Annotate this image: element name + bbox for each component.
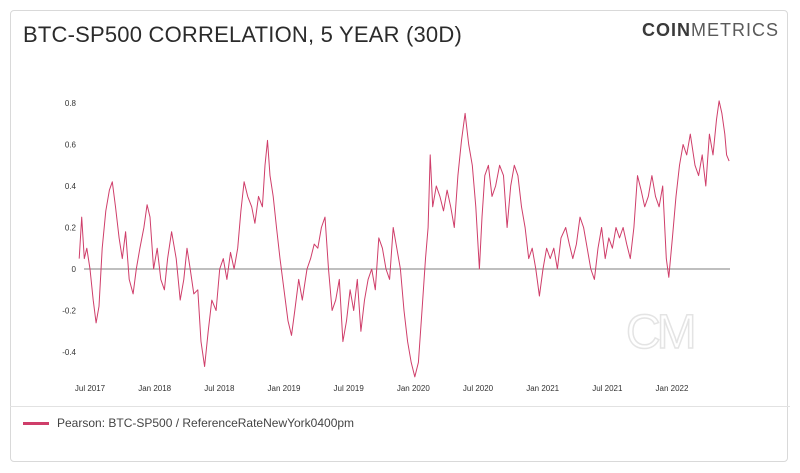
y-tick-label: -0.2 <box>62 307 76 316</box>
watermark-logo: CM <box>626 306 694 359</box>
legend[interactable]: Pearson: BTC-SP500 / ReferenceRateNewYor… <box>23 416 354 430</box>
x-tick-label: Jul 2020 <box>463 384 494 393</box>
legend-label: Pearson: BTC-SP500 / ReferenceRateNewYor… <box>57 416 355 430</box>
y-tick-label: 0 <box>72 265 77 274</box>
legend-swatch <box>23 421 49 425</box>
series-line-pearson <box>78 100 730 378</box>
y-tick-label: 0.6 <box>65 141 77 150</box>
y-axis: 0.8 0.6 0.4 0.2 0 -0.2 -0.4 <box>62 99 76 357</box>
x-axis: Jul 2017 Jan 2018 Jul 2018 Jan 2019 Jul 2019… <box>75 384 689 393</box>
chart-title: BTC-SP500 CORRELATION, 5 YEAR (30D) <box>23 22 462 47</box>
x-tick-label: Jan 2019 <box>268 384 301 393</box>
x-tick-label: Jul 2018 <box>204 384 235 393</box>
x-tick-label: Jul 2021 <box>592 384 623 393</box>
y-tick-label: -0.4 <box>62 348 76 357</box>
x-tick-label: Jan 2021 <box>526 384 559 393</box>
chart-card <box>10 10 788 462</box>
x-tick-label: Jan 2022 <box>656 384 689 393</box>
x-tick-label: Jul 2017 <box>75 384 106 393</box>
legend-divider <box>10 406 790 407</box>
logo-text-bold: COIN <box>642 20 691 40</box>
y-tick-label: 0.2 <box>65 224 77 233</box>
y-tick-label: 0.8 <box>65 99 77 108</box>
x-tick-label: Jan 2018 <box>138 384 171 393</box>
x-tick-label: Jul 2019 <box>334 384 365 393</box>
coinmetrics-logo: COINMETRICS <box>642 20 779 41</box>
logo-text-light: METRICS <box>691 20 779 40</box>
x-tick-label: Jan 2020 <box>397 384 430 393</box>
y-tick-label: 0.4 <box>65 182 77 191</box>
